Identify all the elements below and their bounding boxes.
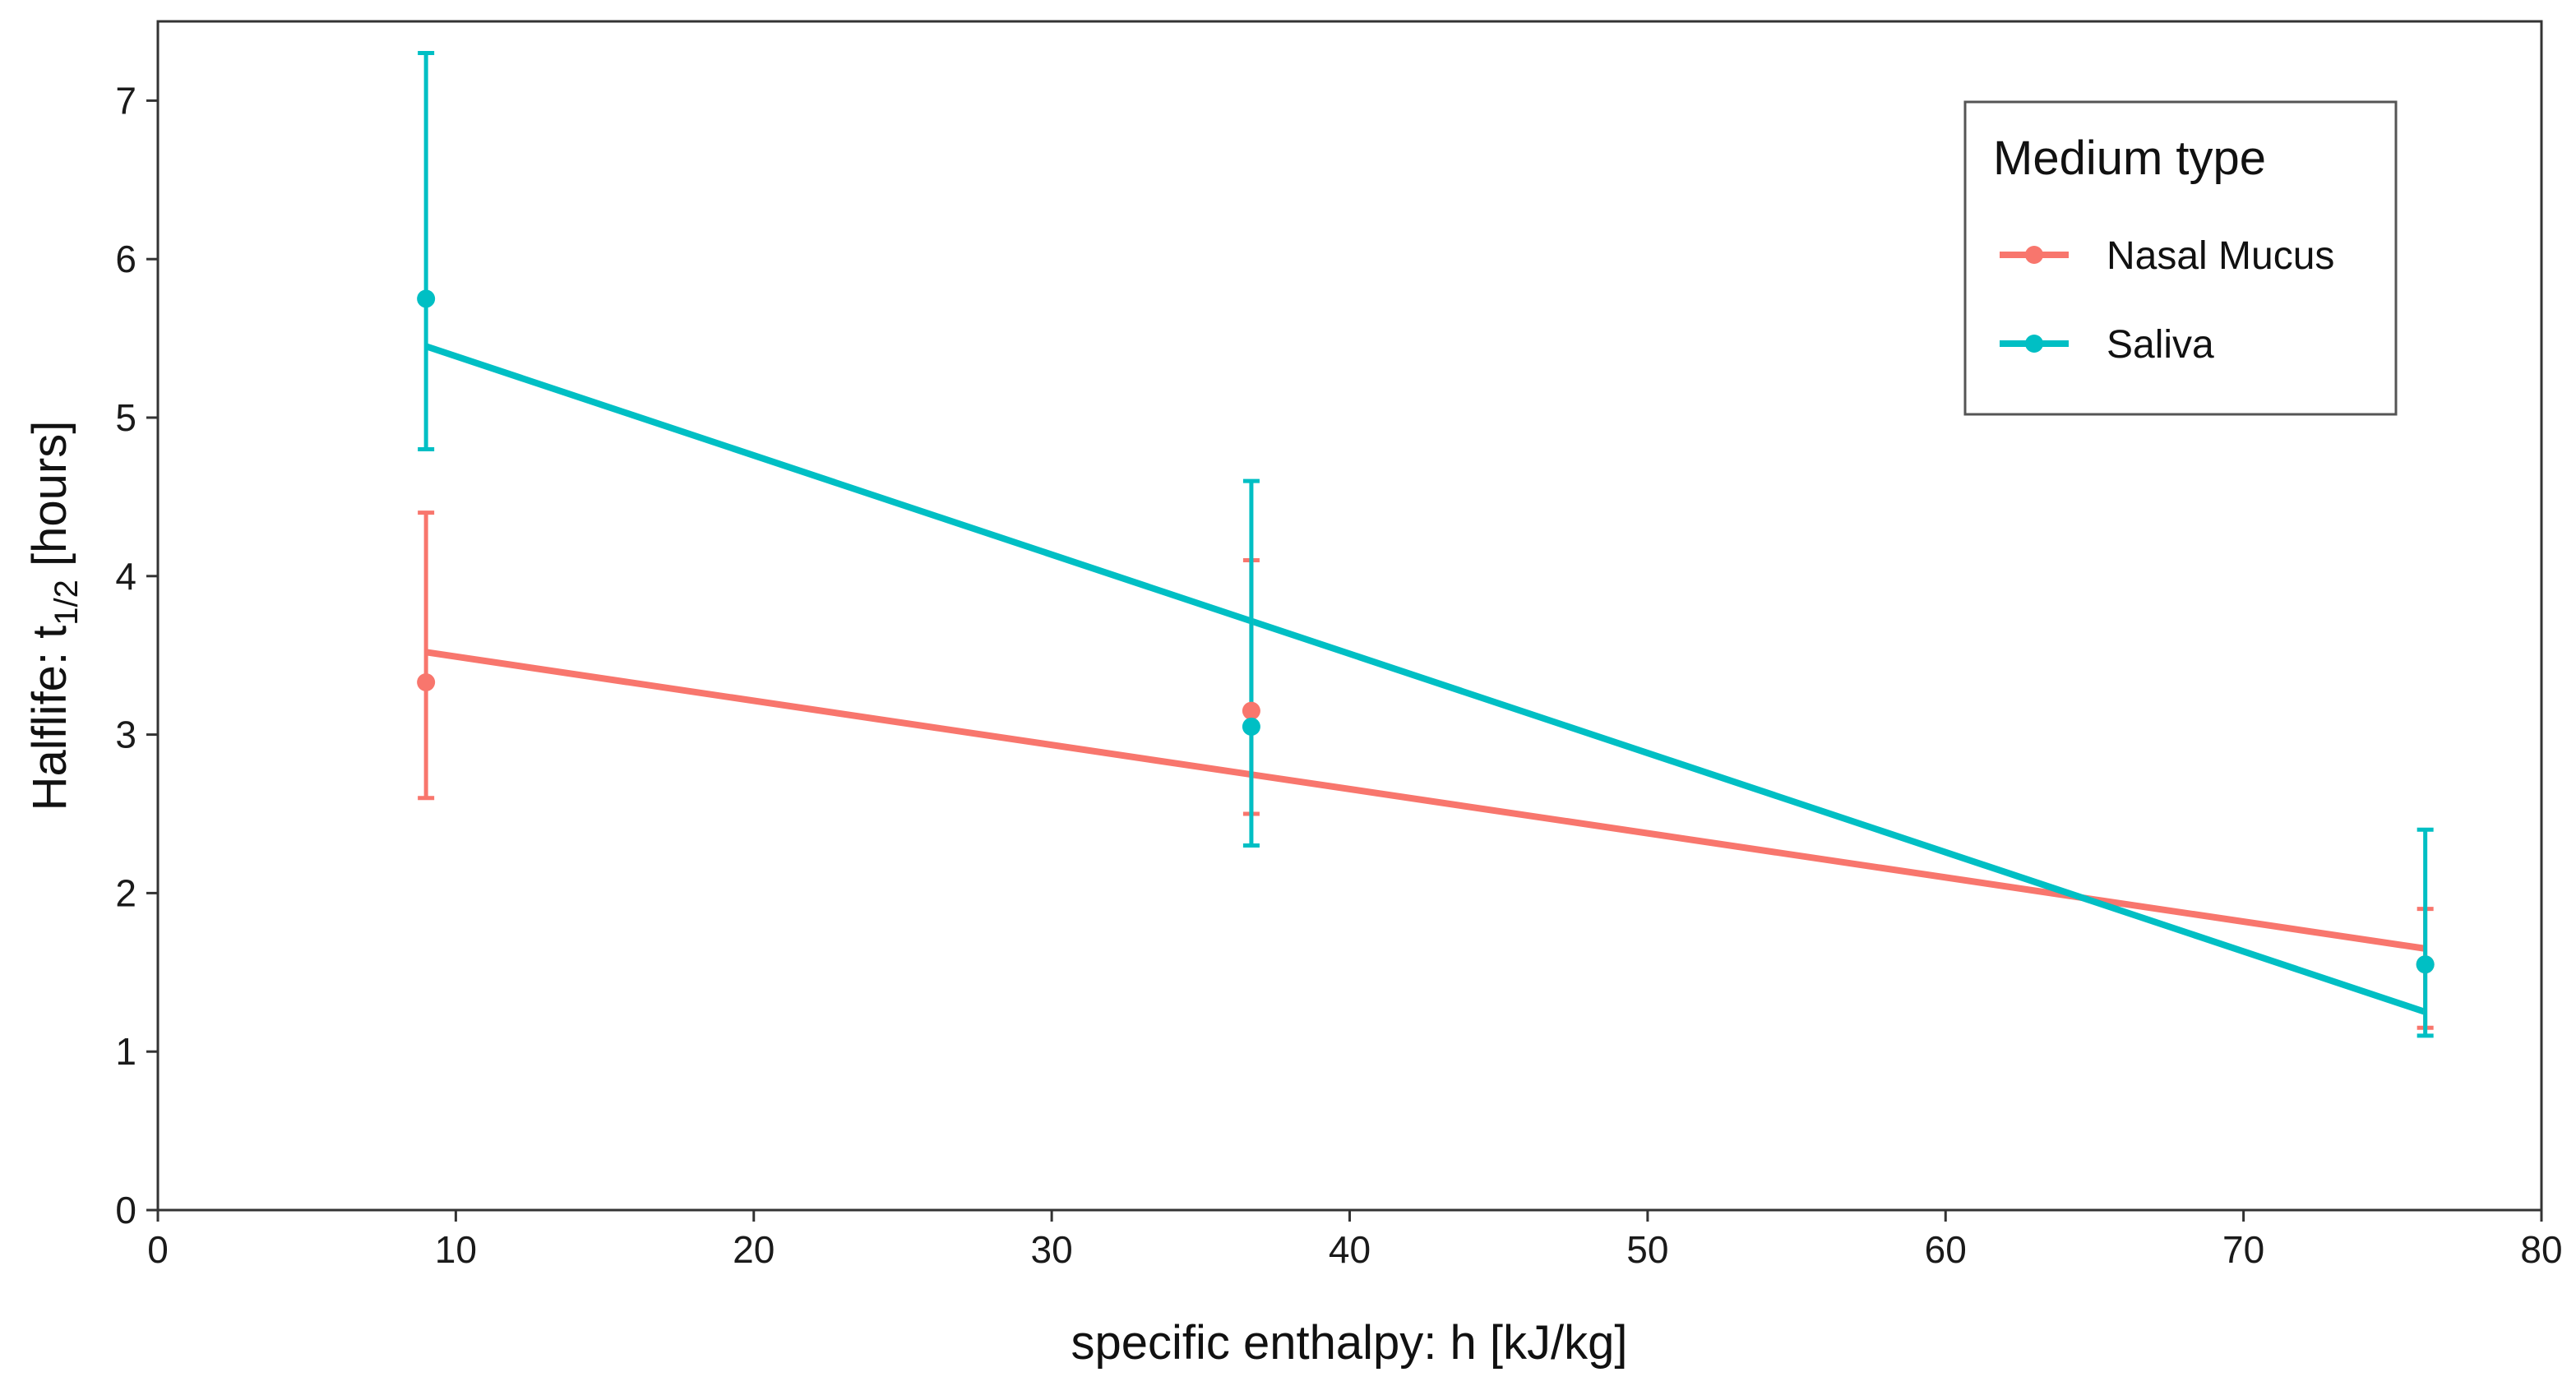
error-bar-nasal-mucus [418,511,435,801]
y-tick-label: 6 [115,238,136,280]
legend: Medium type Nasal Mucus Saliva [1963,100,2398,416]
x-tick-label: 50 [1626,1228,1668,1271]
legend-item-nasal-mucus: Nasal Mucus [2000,234,2334,278]
legend-label: Nasal Mucus [2107,234,2334,278]
y-tick-label: 3 [115,714,136,756]
data-point-saliva [1242,717,1260,736]
y-axis-title-prefix: Halflife: t [23,626,76,811]
y-tick-label: 7 [115,79,136,122]
x-tick-label: 40 [1329,1228,1371,1271]
legend-label: Saliva [2107,323,2214,367]
x-tick-label: 80 [2520,1228,2562,1271]
legend-key-point [2025,335,2043,353]
x-tick-label: 70 [2222,1228,2264,1271]
legend-items: Nasal Mucus Saliva [2000,234,2334,367]
x-tick-label: 30 [1031,1228,1073,1271]
y-tick-label: 1 [115,1030,136,1073]
y-axis-title: Halflife: t1/2 [hours] [23,421,85,811]
fit-line-saliva [424,343,2426,1015]
error-bar-saliva [1242,478,1260,848]
legend-key-point [2025,246,2043,264]
error-bars [418,51,2434,1038]
y-tick-label: 0 [115,1189,136,1231]
data-point-nasal-mucus [1242,701,1260,720]
y-axis-title-subscript: 1/2 [49,580,85,626]
x-axis-title: specific enthalpy: h [kJ/kg] [1071,1316,1628,1370]
legend-title: Medium type [1993,132,2266,185]
fit-lines [424,343,2426,1015]
x-tick-label: 0 [147,1228,169,1271]
y-tick-label: 2 [115,871,136,914]
y-tick-label: 5 [115,396,136,439]
x-tick-label: 10 [435,1228,477,1271]
y-axis-title-suffix: [hours] [23,421,76,580]
x-axis: 0 10 20 30 40 50 60 70 80 [147,1210,2563,1271]
error-bar-saliva [2416,827,2434,1038]
data-point-nasal-mucus [417,672,436,691]
error-bar-saliva [418,51,435,452]
data-point-saliva [417,289,436,308]
data-points [417,289,2435,974]
x-tick-label: 20 [733,1228,775,1271]
legend-item-saliva: Saliva [2000,323,2214,367]
y-axis: 0 1 2 3 4 5 6 7 [115,79,158,1231]
data-point-saliva [2416,955,2435,974]
y-tick-label: 4 [115,555,136,598]
x-tick-label: 60 [1925,1228,1967,1271]
